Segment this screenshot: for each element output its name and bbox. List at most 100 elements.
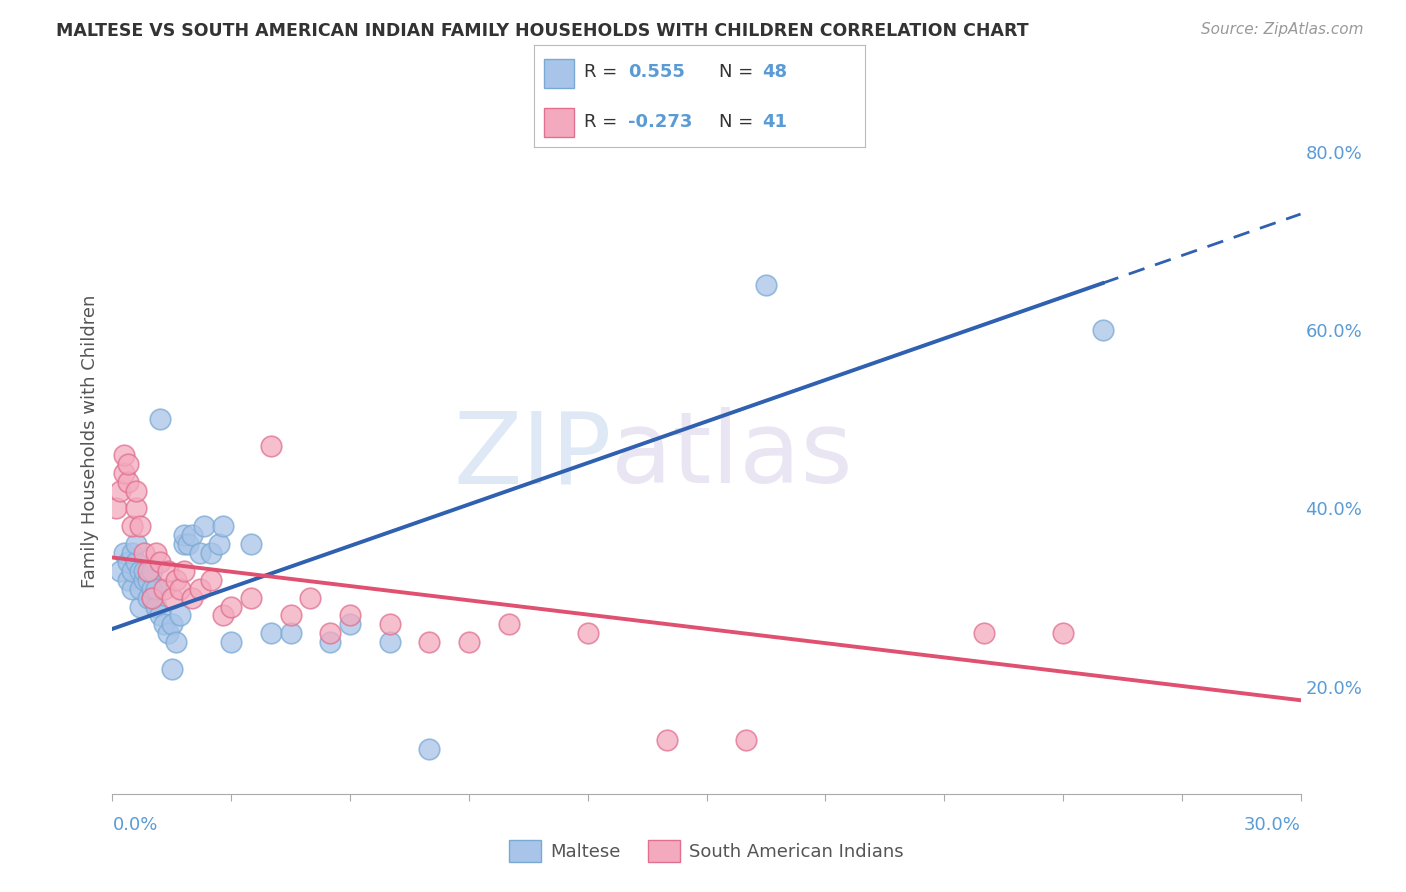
Point xyxy=(418,635,440,649)
Point xyxy=(498,617,520,632)
Point xyxy=(173,528,195,542)
Point xyxy=(134,573,156,587)
Point xyxy=(188,546,211,560)
Point xyxy=(121,582,143,596)
Point xyxy=(141,591,163,605)
Point xyxy=(141,564,163,578)
Point xyxy=(378,635,401,649)
Point xyxy=(576,626,599,640)
Text: 0.555: 0.555 xyxy=(628,63,685,81)
Point xyxy=(169,582,191,596)
Point xyxy=(125,501,148,516)
Text: N =: N = xyxy=(720,112,759,130)
Point xyxy=(219,599,242,614)
Text: 30.0%: 30.0% xyxy=(1244,816,1301,834)
Point xyxy=(160,591,183,605)
Point xyxy=(655,733,678,747)
Point xyxy=(755,278,778,293)
Point xyxy=(136,591,159,605)
Text: R =: R = xyxy=(583,112,623,130)
Point xyxy=(319,626,342,640)
Point xyxy=(117,457,139,471)
Point xyxy=(260,626,283,640)
Point xyxy=(117,555,139,569)
Point xyxy=(112,448,135,462)
Text: N =: N = xyxy=(720,63,759,81)
Point xyxy=(173,564,195,578)
Point xyxy=(219,635,242,649)
Point xyxy=(180,591,202,605)
Point xyxy=(212,519,235,533)
Point xyxy=(134,546,156,560)
Point xyxy=(260,439,283,453)
Point xyxy=(200,573,222,587)
Point xyxy=(121,519,143,533)
Point xyxy=(156,564,179,578)
Point xyxy=(280,626,302,640)
Point xyxy=(110,564,132,578)
Point xyxy=(121,564,143,578)
Point xyxy=(165,635,187,649)
Point xyxy=(149,555,172,569)
Point xyxy=(136,564,159,578)
Bar xyxy=(544,108,574,137)
Point xyxy=(165,573,187,587)
Point xyxy=(129,599,152,614)
Point xyxy=(378,617,401,632)
Point xyxy=(156,626,179,640)
Point xyxy=(240,591,263,605)
Point xyxy=(180,528,202,542)
Point xyxy=(1091,323,1114,337)
Point xyxy=(188,582,211,596)
Point xyxy=(160,662,183,676)
Text: 41: 41 xyxy=(762,112,787,130)
Text: MALTESE VS SOUTH AMERICAN INDIAN FAMILY HOUSEHOLDS WITH CHILDREN CORRELATION CHA: MALTESE VS SOUTH AMERICAN INDIAN FAMILY … xyxy=(56,22,1029,40)
Point xyxy=(125,555,148,569)
Point xyxy=(160,617,183,632)
Point xyxy=(418,742,440,756)
Text: ZIP: ZIP xyxy=(453,407,612,504)
Point xyxy=(129,564,152,578)
Point xyxy=(299,591,322,605)
Point xyxy=(136,573,159,587)
Point xyxy=(208,537,231,551)
Point xyxy=(121,546,143,560)
Point xyxy=(339,617,361,632)
Text: -0.273: -0.273 xyxy=(628,112,693,130)
Point xyxy=(173,537,195,551)
Point xyxy=(134,564,156,578)
Point xyxy=(169,608,191,623)
Text: Source: ZipAtlas.com: Source: ZipAtlas.com xyxy=(1201,22,1364,37)
Point xyxy=(145,582,167,596)
Legend: Maltese, South American Indians: Maltese, South American Indians xyxy=(502,833,911,870)
Text: 0.0%: 0.0% xyxy=(112,816,157,834)
Point xyxy=(129,582,152,596)
Point xyxy=(112,466,135,480)
Point xyxy=(149,608,172,623)
Point xyxy=(129,519,152,533)
Point xyxy=(339,608,361,623)
Point xyxy=(141,591,163,605)
Point xyxy=(125,537,148,551)
Point xyxy=(458,635,481,649)
Y-axis label: Family Households with Children: Family Households with Children xyxy=(80,295,98,588)
Point xyxy=(125,483,148,498)
Point xyxy=(145,599,167,614)
Point xyxy=(112,546,135,560)
Point xyxy=(735,733,758,747)
Point xyxy=(193,519,215,533)
Point xyxy=(212,608,235,623)
Point xyxy=(973,626,995,640)
Text: R =: R = xyxy=(583,63,623,81)
Point xyxy=(149,412,172,426)
Point xyxy=(200,546,222,560)
Point xyxy=(153,582,176,596)
Point xyxy=(280,608,302,623)
Text: atlas: atlas xyxy=(612,407,853,504)
Point xyxy=(1052,626,1074,640)
Point xyxy=(240,537,263,551)
Point xyxy=(117,475,139,489)
Point xyxy=(319,635,342,649)
Point xyxy=(117,573,139,587)
Point xyxy=(145,546,167,560)
